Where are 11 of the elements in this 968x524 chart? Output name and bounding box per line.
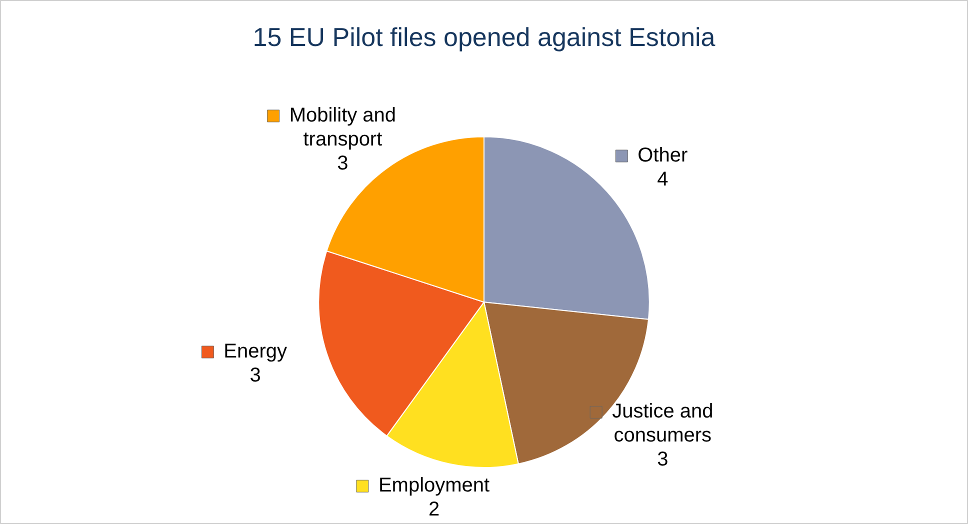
chart-title: 15 EU Pilot files opened against Estonia [252, 22, 716, 52]
legend-label: Other [638, 144, 688, 167]
legend-label: Energy [224, 340, 288, 363]
data-label: 2 [428, 498, 440, 521]
data-label: 4 [657, 168, 668, 191]
data-label: 3 [337, 152, 348, 174]
data-label: 3 [657, 448, 668, 471]
legend-label: Justice and consumers [612, 400, 714, 447]
legend-label: Employment [378, 474, 490, 497]
legend-label: Mobility and transport [289, 104, 396, 150]
data-label: 3 [250, 364, 261, 387]
